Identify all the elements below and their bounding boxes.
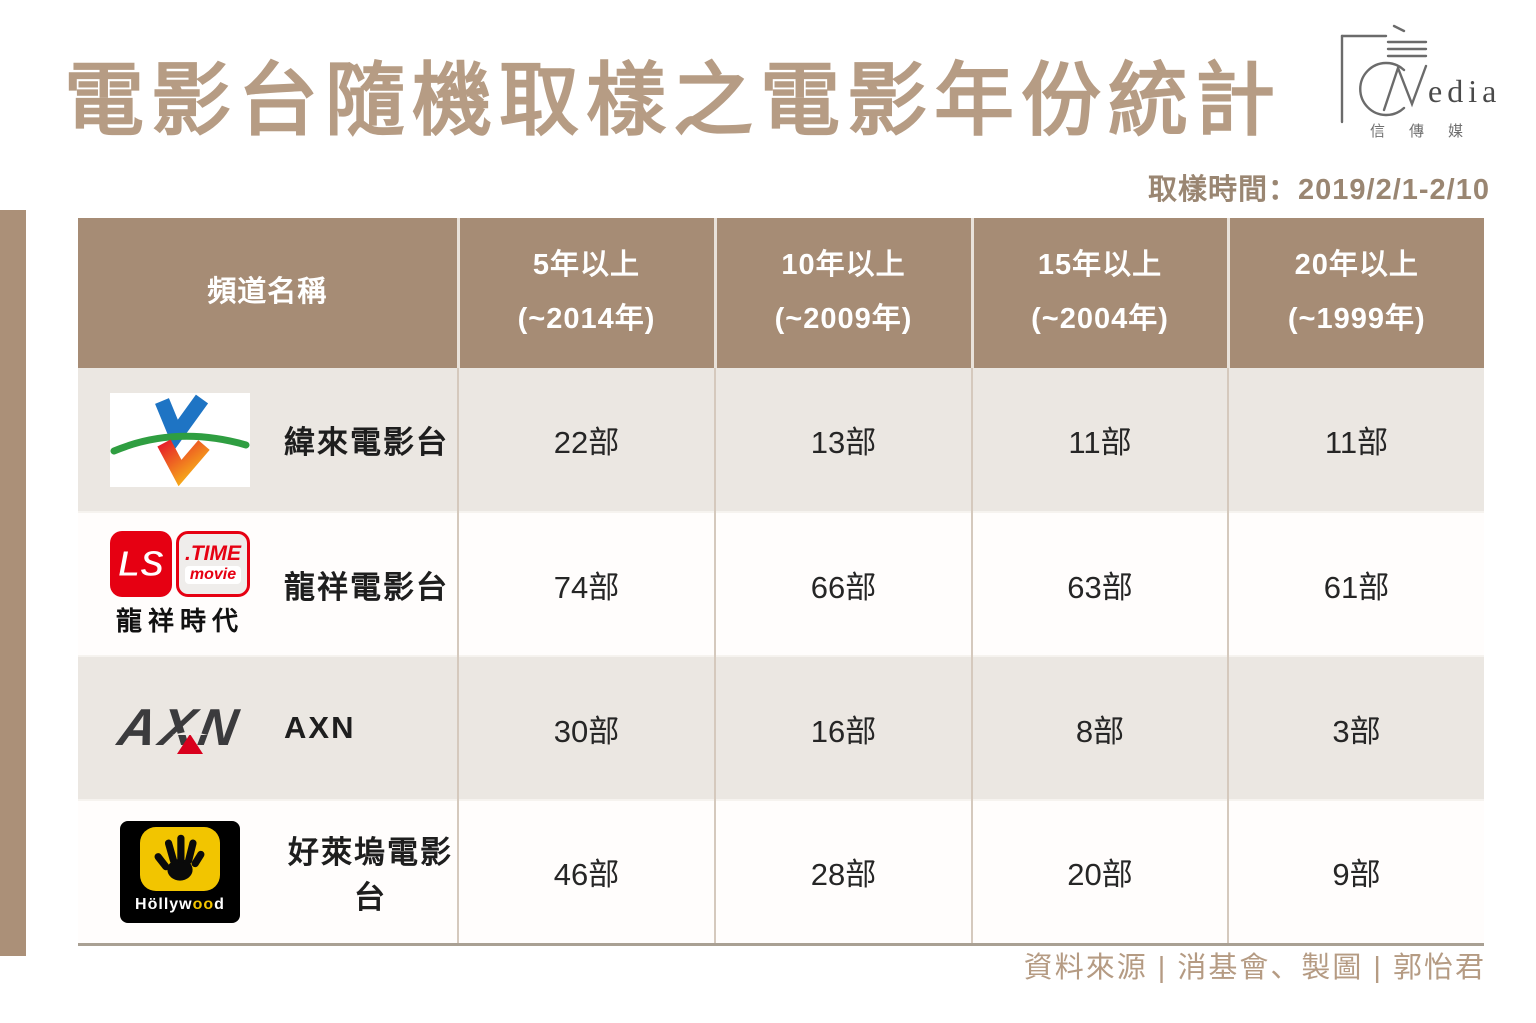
count-cell: 3部: [1227, 655, 1484, 800]
videoland-logo-icon: [110, 392, 250, 487]
sampling-time-label: 取樣時間：2019/2/1-2/10: [1148, 174, 1490, 206]
table-row: 緯來電影台 22部 13部 11部 11部: [78, 368, 1484, 512]
channel-name: 好萊塢電影台: [288, 834, 453, 915]
axn-red-triangle: [172, 731, 209, 754]
column-header-period-3: 20年以上 (~1999年): [1226, 218, 1484, 368]
lstime-logo-icon: LS .TIME movie 龍祥時代: [110, 530, 250, 638]
axn-logo-icon: AXN: [114, 698, 246, 758]
lstime-ls-mark: LS: [110, 530, 172, 597]
lstime-logo: LS .TIME movie 龍祥時代: [96, 530, 264, 638]
hollywood-logo-text: Höllywood: [135, 895, 225, 913]
channel-name: AXN: [284, 710, 356, 745]
count-cell: 11部: [1227, 368, 1484, 512]
brand-latin-text: edia: [1428, 73, 1501, 109]
count-cell: 13部: [714, 368, 972, 512]
brand-chinese-text: 信傳媒: [1370, 123, 1487, 140]
channel-name: 龍祥電影台: [284, 569, 449, 605]
count-cell: 66部: [714, 511, 972, 656]
count-cell: 22部: [457, 368, 715, 512]
count-cell: 74部: [457, 511, 715, 656]
page-title: 電影台隨機取樣之電影年份統計: [64, 56, 1282, 145]
channel-cell: AXN AXN: [78, 655, 458, 800]
videoland-logo: [96, 392, 264, 487]
table-row: LS .TIME movie 龍祥時代 龍祥電影台 74部 66部 63部 61部: [78, 511, 1484, 656]
hollywood-logo-icon: Höllywood: [120, 820, 240, 923]
column-header-channel: 頻道名稱: [78, 218, 458, 368]
source-credit: 資料來源 | 消基會、製圖 | 郭怡君: [1023, 952, 1486, 984]
column-header-period-2: 15年以上 (~2004年): [970, 218, 1228, 368]
lstime-movie-text: movie: [184, 566, 242, 584]
count-cell: 11部: [971, 368, 1228, 512]
table-header: 頻道名稱 5年以上 (~2014年) 10年以上 (~2009年) 15年以上 (~2004…: [78, 218, 1484, 368]
table-row: Höllywood 好萊塢電影台 46部 28部 20部 9部: [78, 799, 1484, 946]
count-cell: 63部: [971, 511, 1228, 656]
column-header-period-1: 10年以上 (~2009年): [713, 218, 972, 368]
channel-cell: 緯來電影台: [78, 368, 458, 512]
column-header-period-0: 5年以上 (~2014年): [456, 218, 715, 368]
count-cell: 20部: [971, 799, 1228, 946]
channel-name: 緯來電影台: [284, 425, 449, 460]
channel-cell: Höllywood 好萊塢電影台: [78, 799, 458, 946]
count-cell: 46部: [457, 799, 715, 946]
lstime-time-text: .TIME: [185, 542, 241, 565]
count-cell: 9部: [1227, 799, 1484, 946]
left-accent-bar: [0, 210, 26, 956]
lstime-caption: 龍祥時代: [115, 605, 244, 636]
table-header-row: 頻道名稱 5年以上 (~2014年) 10年以上 (~2009年) 15年以上 (~2004…: [78, 218, 1484, 368]
axn-logo: AXN: [96, 698, 264, 758]
hollywood-logo: Höllywood: [96, 820, 264, 923]
count-cell: 16部: [714, 655, 972, 800]
table-body: 緯來電影台 22部 13部 11部 11部 LS .TIME movie 龍祥時代 龍祥…: [78, 368, 1484, 946]
count-cell: 28部: [714, 799, 972, 946]
statistics-table: 頻道名稱 5年以上 (~2014年) 10年以上 (~2009年) 15年以上 (~2004…: [78, 218, 1484, 946]
channel-cell: LS .TIME movie 龍祥時代 龍祥電影台: [78, 511, 458, 656]
cmedia-brand-logo: edia 信傳媒: [1328, 20, 1514, 142]
hollywood-hand-icon: [140, 826, 220, 891]
count-cell: 30部: [457, 655, 715, 800]
count-cell: 8部: [971, 655, 1228, 800]
cmedia-logo-art: edia 信傳媒: [1340, 24, 1501, 140]
table-row: AXN AXN 30部 16部 8部 3部: [78, 655, 1484, 800]
count-cell: 61部: [1227, 511, 1484, 656]
